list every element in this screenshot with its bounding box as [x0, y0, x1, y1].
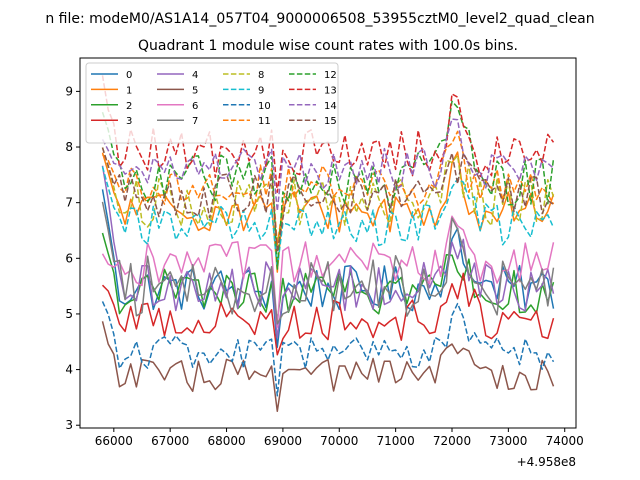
series-line-8: [101, 147, 555, 245]
y-tick-label: 3: [65, 418, 73, 432]
y-tick-label: 6: [65, 251, 73, 265]
legend-label: 1: [126, 85, 132, 96]
series-line-14: [101, 118, 555, 212]
legend-label: 13: [324, 85, 337, 96]
chart-title: Quadrant 1 module wise count rates with …: [138, 38, 518, 54]
legend-label: 2: [126, 101, 132, 112]
series-line-12: [101, 100, 555, 270]
figure-suptitle: n file: modeM0/AS1A14_057T04_9000006508_…: [45, 11, 594, 27]
legend-label: 8: [258, 70, 264, 81]
legend-label: 6: [192, 101, 198, 112]
series-line-9: [101, 166, 555, 269]
x-offset-label: +4.958e8: [517, 455, 576, 469]
x-tick-label: 70000: [320, 434, 358, 448]
y-axis: 3 4 5 6 7 8 9: [65, 84, 80, 432]
series-line-7: [101, 201, 555, 325]
series-line-4: [101, 165, 555, 339]
legend-label: 4: [192, 70, 198, 81]
legend-label: 7: [192, 116, 198, 127]
x-tick-label: 72000: [433, 434, 471, 448]
legend-label: 14: [324, 101, 337, 112]
x-tick-label: 67000: [151, 434, 189, 448]
series-line-5: [101, 321, 555, 413]
x-axis: 66000 67000 68000 69000 70000 71000 72000 73000…: [95, 428, 584, 448]
y-tick-label: 8: [65, 140, 73, 154]
series-layer: [101, 75, 555, 413]
x-tick-label: 73000: [489, 434, 527, 448]
series-line-15: [101, 147, 554, 254]
series-line-3: [101, 272, 555, 356]
legend-label: 3: [126, 116, 132, 127]
legend-label: 11: [258, 116, 271, 127]
y-tick-label: 4: [65, 363, 73, 377]
series-line-11: [101, 130, 555, 246]
x-tick-label: 74000: [546, 434, 584, 448]
legend-label: 9: [258, 85, 264, 96]
series-line-10: [101, 301, 555, 397]
plot-frame: [79, 57, 577, 429]
y-tick-label: 5: [65, 307, 73, 321]
y-tick-label: 7: [65, 196, 73, 210]
series-line-2: [101, 232, 555, 321]
legend-label: 15: [324, 116, 337, 127]
y-tick-label: 9: [65, 84, 73, 98]
x-tick-label: 66000: [95, 434, 133, 448]
x-tick-label: 71000: [377, 434, 415, 448]
legend-label: 5: [192, 85, 198, 96]
legend-label: 12: [324, 70, 337, 81]
x-tick-label: 68000: [207, 434, 245, 448]
legend-box: [85, 62, 339, 144]
legend-label: 10: [258, 101, 271, 112]
x-tick-label: 69000: [264, 434, 302, 448]
legend-label: 0: [126, 70, 132, 81]
